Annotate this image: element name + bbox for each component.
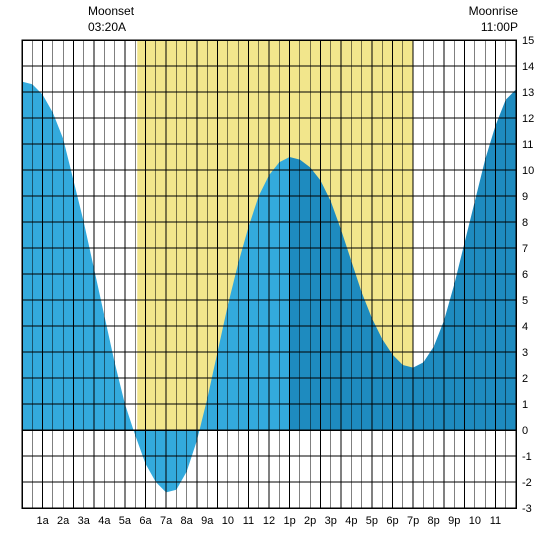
x-tick-label: 5a: [119, 515, 132, 527]
x-tick-label: 4a: [98, 515, 111, 527]
x-tick-label: 4p: [345, 515, 357, 527]
x-tick-label: 3p: [325, 515, 337, 527]
x-tick-label: 8a: [181, 515, 194, 527]
y-tick-label: 14: [522, 61, 534, 73]
x-tick-label: 9a: [201, 515, 214, 527]
y-tick-label: 6: [522, 269, 528, 281]
y-tick-label: 3: [522, 347, 528, 359]
tide-chart-svg: -3-2-101234567891011121314151a2a3a4a5a6a…: [0, 0, 550, 550]
x-tick-label: 1p: [283, 515, 295, 527]
y-tick-label: 12: [522, 113, 534, 125]
x-tick-label: 10: [222, 515, 234, 527]
y-tick-label: 11: [522, 139, 533, 151]
y-tick-label: 8: [522, 217, 528, 229]
x-tick-label: 8p: [428, 515, 440, 527]
x-tick-label: 9p: [448, 515, 460, 527]
x-tick-label: 2p: [304, 515, 316, 527]
x-tick-label: 1a: [36, 515, 49, 527]
x-tick-label: 11: [490, 515, 501, 527]
y-tick-label: -2: [522, 477, 532, 489]
x-tick-label: 2a: [57, 515, 70, 527]
x-tick-label: 7a: [160, 515, 173, 527]
x-tick-label: 6p: [386, 515, 398, 527]
y-tick-label: 7: [522, 243, 528, 255]
x-tick-label: 5p: [366, 515, 378, 527]
x-tick-label: 7p: [407, 515, 419, 527]
x-tick-label: 10: [469, 515, 481, 527]
y-tick-label: 2: [522, 373, 528, 385]
x-tick-label: 11: [243, 515, 254, 527]
y-tick-label: 4: [522, 321, 528, 333]
y-tick-label: -3: [522, 503, 532, 515]
y-tick-label: 0: [522, 425, 528, 437]
y-tick-label: 15: [522, 35, 534, 47]
y-tick-label: 1: [522, 399, 528, 411]
x-tick-label: 6a: [139, 515, 152, 527]
y-tick-label: 13: [522, 87, 534, 99]
y-tick-label: 10: [522, 165, 534, 177]
x-tick-label: 12: [263, 515, 275, 527]
y-tick-label: -1: [522, 451, 532, 463]
x-tick-label: 3a: [78, 515, 91, 527]
tide-chart-container: { "annotations": { "moonset": { "title":…: [0, 0, 550, 550]
y-tick-label: 9: [522, 191, 528, 203]
y-tick-label: 5: [522, 295, 528, 307]
